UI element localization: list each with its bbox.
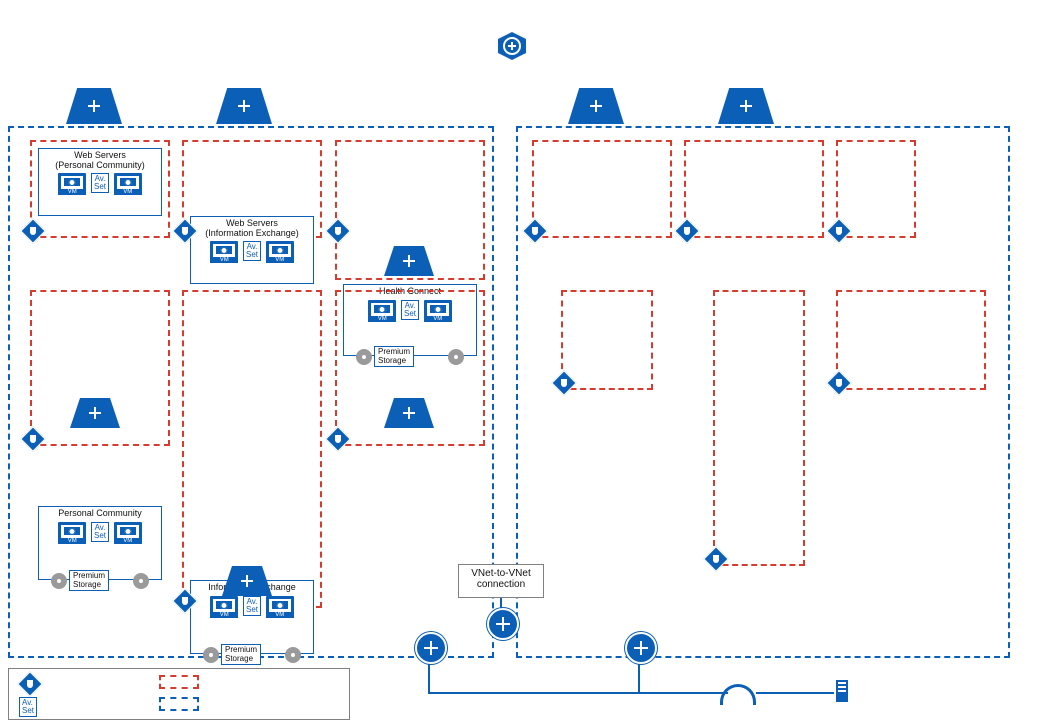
vm-icon: VM [114, 173, 142, 195]
vm-icon: VM [266, 241, 294, 263]
premium-storage-label: PremiumStorage [69, 570, 109, 591]
tile-title: Personal Community [39, 507, 161, 519]
load-balancer-icon [216, 88, 272, 124]
availability-set-badge: Av.Set [243, 596, 261, 616]
subnet-pc-right [561, 290, 653, 390]
disk-icon [448, 349, 464, 365]
vm-icon: VM [266, 596, 294, 618]
connector-line [428, 662, 430, 692]
vnet-gateway-icon [415, 632, 447, 664]
top-traffic-icon [498, 32, 526, 60]
vnet-gateway-icon [487, 608, 519, 640]
premium-storage-label: PremiumStorage [221, 644, 261, 665]
subnet-ix-right [713, 290, 805, 566]
disk-icon [203, 647, 219, 663]
subnet-web-pc-right [532, 140, 672, 238]
tile-title: Web Servers (Personal Community) [39, 149, 161, 170]
disk-icon [133, 573, 149, 589]
subnet-ix-left [182, 290, 322, 608]
legend-avset-badge: Av.Set [19, 697, 37, 717]
disk-icon [285, 647, 301, 663]
disk-icon [356, 349, 372, 365]
availability-set-badge: Av.Set [91, 173, 109, 193]
legend-vnet-swatch [159, 697, 199, 711]
load-balancer-icon [568, 88, 624, 124]
tile-title: Web Servers (Information Exchange) [191, 217, 313, 238]
subnet-hc-right [836, 140, 916, 238]
vm-icon: VM [210, 596, 238, 618]
subnet-web-ix-right [684, 140, 824, 238]
connector-line [756, 692, 834, 694]
vnet-gateway-icon [625, 632, 657, 664]
vm-icon: VM [114, 522, 142, 544]
vm-row: VM Av.Set VM [191, 593, 313, 618]
connector-line [638, 662, 640, 692]
premium-storage-label: PremiumStorage [374, 346, 414, 367]
tile-web-ix: Web Servers (Information Exchange) VM Av… [190, 216, 314, 284]
vnet-connection-label: VNet-to-VNet connection [458, 564, 544, 598]
vm-icon: VM [58, 522, 86, 544]
legend-subnet-swatch [159, 675, 199, 689]
vm-row: VM Av.Set VM [39, 519, 161, 544]
vm-icon: VM [58, 173, 86, 195]
load-balancer-icon [66, 88, 122, 124]
connector-line [638, 692, 728, 694]
legend-nsg-icon [17, 671, 42, 696]
disk-icon [51, 573, 67, 589]
availability-set-badge: Av.Set [243, 241, 261, 261]
vm-row: VM Av.Set VM [39, 170, 161, 195]
legend-box: Av.Set [8, 668, 350, 720]
vm-row: VM Av.Set VM [191, 238, 313, 263]
subnet-mb-right [836, 290, 986, 390]
vm-icon: VM [210, 241, 238, 263]
on-prem-server-icon [836, 680, 848, 702]
availability-set-badge: Av.Set [91, 522, 109, 542]
tile-web-pc: Web Servers (Personal Community) VM Av.S… [38, 148, 162, 216]
vpn-device-icon [720, 684, 756, 705]
load-balancer-icon [718, 88, 774, 124]
tile-personal-community: Personal Community VM Av.Set VM PremiumS… [38, 506, 162, 580]
